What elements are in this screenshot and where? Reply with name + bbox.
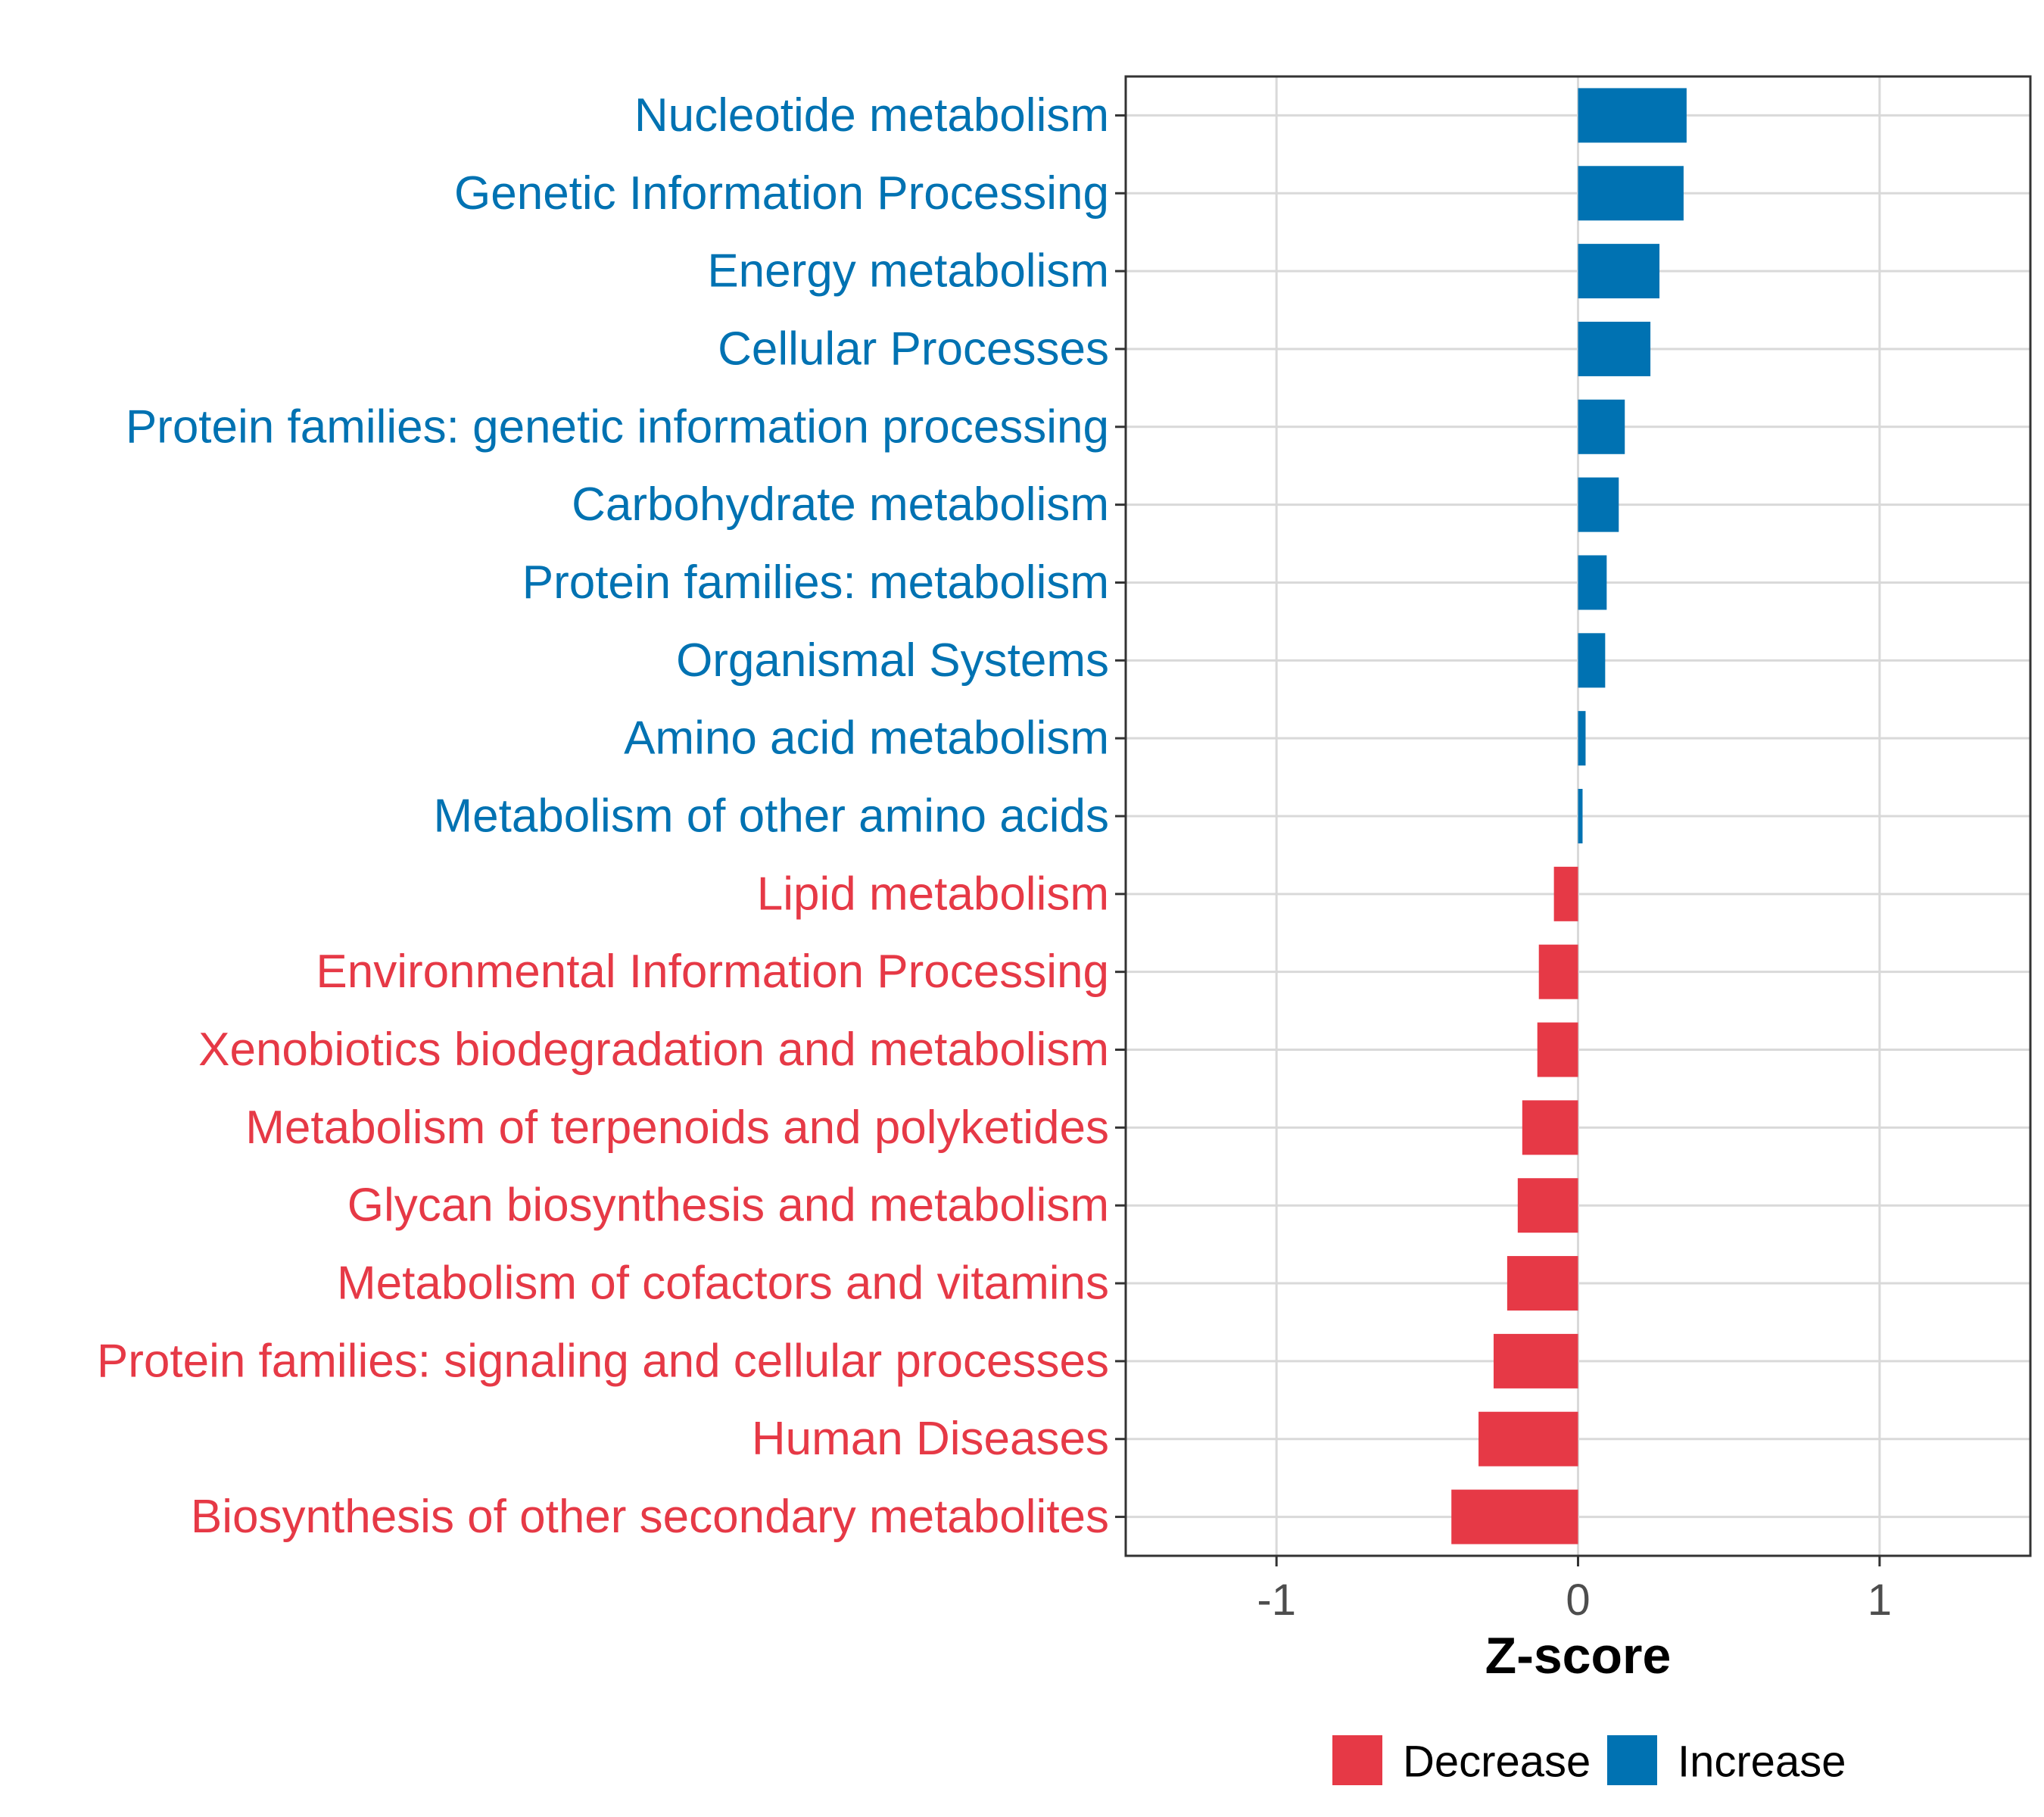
bar <box>1553 866 1578 921</box>
x-axis-ticks: -1 0 1 <box>1257 1556 1892 1625</box>
legend-swatch-increase <box>1607 1735 1657 1785</box>
bar <box>1522 1100 1578 1155</box>
bar <box>1493 1333 1578 1388</box>
legend: Decrease Increase <box>1332 1735 1846 1787</box>
category-label: Protein families: signaling and cellular… <box>97 1335 1109 1387</box>
category-label: Biosynthesis of other secondary metaboli… <box>191 1491 1109 1543</box>
legend-label-increase: Increase <box>1678 1738 1846 1787</box>
category-label: Glycan biosynthesis and metabolism <box>347 1180 1109 1232</box>
category-label: Energy metabolism <box>707 245 1109 298</box>
bar <box>1578 711 1586 766</box>
category-label: Metabolism of cofactors and vitamins <box>337 1258 1109 1310</box>
bar <box>1578 321 1651 376</box>
category-label: Lipid metabolism <box>757 868 1109 920</box>
bar <box>1578 633 1606 688</box>
category-label: Genetic Information Processing <box>454 167 1109 220</box>
category-label: Nucleotide metabolism <box>634 89 1109 142</box>
bar <box>1538 944 1578 999</box>
x-tick-label: 1 <box>1868 1575 1892 1625</box>
bar <box>1578 789 1583 843</box>
bar <box>1578 399 1625 454</box>
category-label: Xenobiotics biodegradation and metabolis… <box>198 1024 1109 1076</box>
bar <box>1578 166 1684 221</box>
category-label: Carbohydrate metabolism <box>572 478 1109 531</box>
bar <box>1578 244 1660 299</box>
category-label: Environmental Information Processing <box>316 946 1109 998</box>
category-label: Protein families: genetic information pr… <box>126 400 1109 453</box>
bar <box>1578 88 1687 143</box>
bar <box>1507 1256 1578 1311</box>
bar <box>1517 1178 1578 1233</box>
category-label: Metabolism of other amino acids <box>433 790 1109 843</box>
category-label: Organismal Systems <box>676 634 1109 687</box>
x-tick-label: -1 <box>1257 1575 1296 1625</box>
bar <box>1578 477 1619 532</box>
category-label: Amino acid metabolism <box>624 712 1109 765</box>
bar <box>1537 1022 1578 1077</box>
y-axis-labels: Nucleotide metabolism Genetic Information… <box>97 89 1109 1543</box>
y-axis-ticks <box>1115 114 1126 1519</box>
bars <box>1451 88 1687 1544</box>
bar <box>1578 555 1607 610</box>
category-label: Human Diseases <box>752 1413 1109 1465</box>
category-label: Cellular Processes <box>718 323 1109 375</box>
bar <box>1478 1411 1578 1466</box>
category-label: Protein families: metabolism <box>522 556 1109 609</box>
x-tick-label: 0 <box>1566 1575 1590 1625</box>
bar <box>1451 1489 1578 1544</box>
x-axis-title: Z-score <box>1485 1627 1672 1685</box>
legend-label-decrease: Decrease <box>1403 1738 1591 1787</box>
category-label: Metabolism of terpenoids and polyketides <box>245 1102 1109 1154</box>
legend-swatch-decrease <box>1332 1735 1382 1785</box>
